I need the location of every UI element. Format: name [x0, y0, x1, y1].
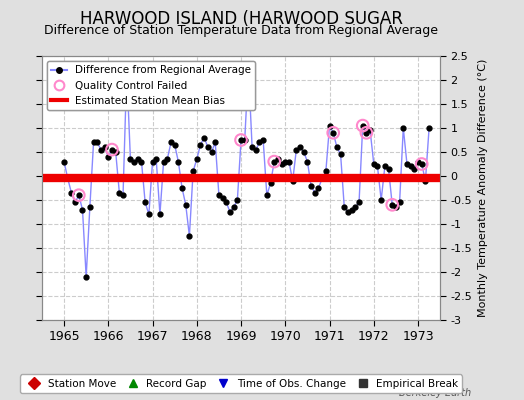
- Legend: Station Move, Record Gap, Time of Obs. Change, Empirical Break: Station Move, Record Gap, Time of Obs. C…: [20, 374, 462, 393]
- Point: [362, 130, 370, 136]
- Point: [329, 130, 337, 136]
- Point: [74, 192, 83, 198]
- Point: [270, 158, 278, 165]
- Point: [237, 137, 245, 143]
- Text: Difference of Station Temperature Data from Regional Average: Difference of Station Temperature Data f…: [44, 24, 438, 37]
- Point: [358, 122, 367, 129]
- Text: Berkeley Earth: Berkeley Earth: [399, 388, 472, 398]
- Y-axis label: Monthly Temperature Anomaly Difference (°C): Monthly Temperature Anomaly Difference (…: [478, 59, 488, 317]
- Point: [388, 202, 397, 208]
- Text: HARWOOD ISLAND (HARWOOD SUGAR: HARWOOD ISLAND (HARWOOD SUGAR: [80, 10, 402, 28]
- Point: [418, 161, 426, 167]
- Legend: Difference from Regional Average, Quality Control Failed, Estimated Station Mean: Difference from Regional Average, Qualit…: [47, 61, 255, 110]
- Point: [123, 67, 131, 74]
- Point: [244, 65, 253, 71]
- Point: [108, 146, 116, 153]
